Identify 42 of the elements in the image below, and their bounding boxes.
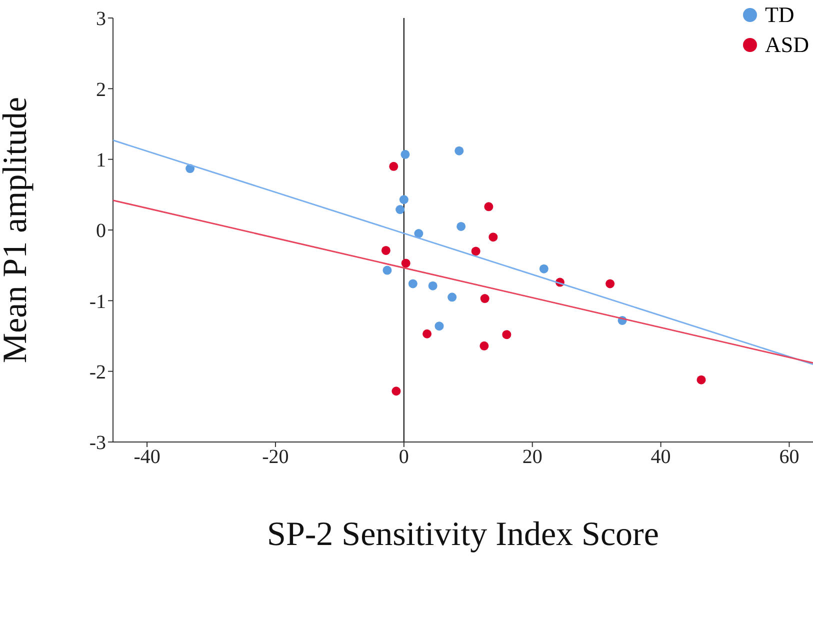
y-tick-label: 2 — [96, 78, 106, 101]
point — [399, 195, 408, 204]
point — [389, 162, 398, 171]
point — [422, 329, 432, 338]
point — [484, 202, 494, 212]
y-tick-label: 1 — [96, 149, 106, 172]
x-tick-label: -40 — [134, 446, 160, 468]
point — [392, 386, 401, 396]
point — [454, 146, 464, 156]
y-tick-label: -3 — [89, 432, 106, 454]
x-tick-label: 40 — [650, 446, 671, 468]
legend-label: ASD — [764, 32, 809, 58]
y-tick-label: 0 — [96, 220, 106, 242]
point — [448, 292, 457, 302]
point — [480, 294, 490, 304]
point — [396, 205, 405, 214]
point — [381, 246, 390, 255]
x-tick-label: 60 — [779, 446, 800, 468]
x-tick-label: -20 — [262, 446, 289, 468]
point — [434, 322, 444, 331]
point — [480, 341, 489, 350]
point — [456, 222, 466, 231]
point — [502, 330, 512, 340]
y-tick-label: -2 — [89, 361, 106, 384]
point — [382, 266, 392, 275]
legend-label: TD — [764, 2, 794, 28]
point — [401, 258, 410, 268]
y-axis-title: Mean P1 amplitude — [0, 96, 34, 364]
point — [488, 232, 498, 242]
y-tick-label: 3 — [96, 8, 106, 30]
point — [539, 264, 548, 274]
point — [400, 150, 410, 159]
point — [408, 279, 418, 288]
x-tick-label: 0 — [398, 446, 409, 468]
point — [428, 281, 438, 290]
x-axis-title: SP-2 Sensitivity Index Score — [267, 516, 659, 553]
x-tick-label: 20 — [522, 446, 542, 468]
point — [471, 246, 480, 256]
y-tick-label: -1 — [89, 290, 106, 313]
point — [696, 375, 706, 384]
point — [414, 229, 424, 238]
point — [606, 279, 615, 288]
